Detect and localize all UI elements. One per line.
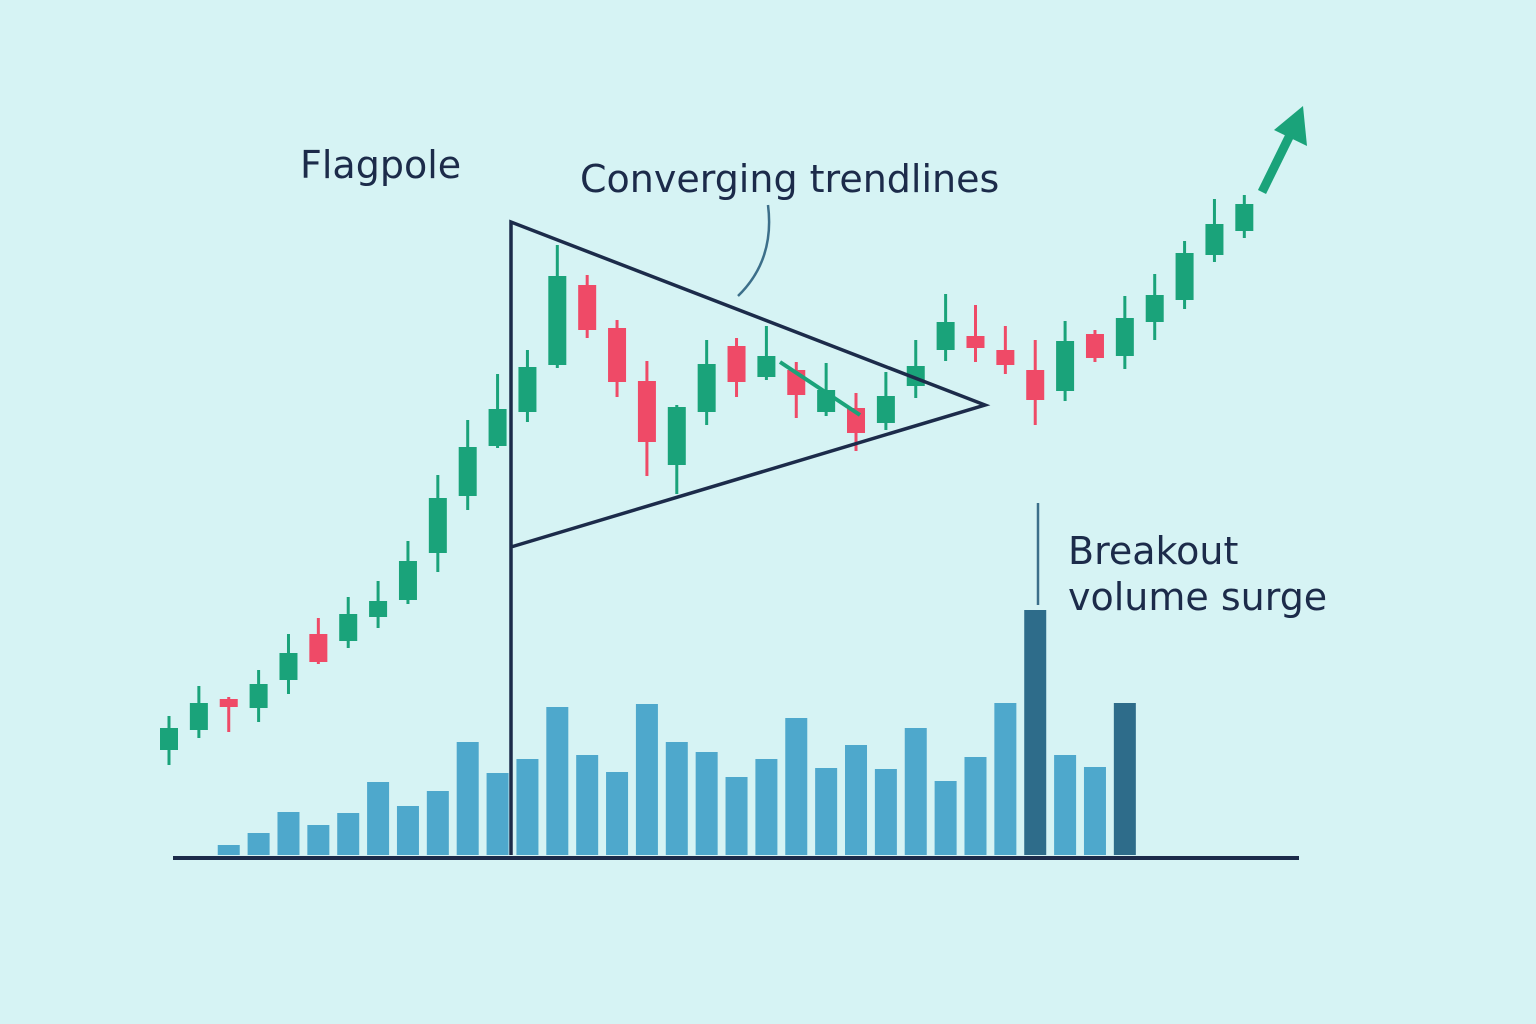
- candle-body: [518, 367, 537, 412]
- volume-bar: [217, 845, 240, 855]
- candle-body: [1115, 318, 1134, 356]
- callout-line: [737, 204, 771, 297]
- volume-bar: [755, 759, 778, 855]
- candle-body: [369, 601, 388, 617]
- candle-body: [727, 346, 746, 382]
- candle-body: [578, 285, 597, 330]
- volume-bar: [725, 777, 748, 855]
- candle-body: [249, 684, 268, 708]
- volume-bar: [396, 806, 419, 855]
- candle-body: [428, 498, 447, 553]
- candle-body: [847, 408, 866, 433]
- candle-body: [757, 356, 776, 377]
- volume-bar: [307, 825, 330, 855]
- annotation: Converging trendlines: [580, 157, 999, 201]
- candle-body: [160, 728, 178, 750]
- volume-bar: [815, 768, 838, 855]
- candle-layer: [160, 195, 1254, 765]
- volume-bar: [546, 707, 569, 855]
- volume-bar: [606, 772, 629, 855]
- candle-body: [996, 350, 1015, 365]
- candle-body: [279, 653, 298, 680]
- candle-body: [339, 614, 358, 641]
- volume-bar: [994, 703, 1017, 855]
- volume-bar: [1054, 755, 1077, 855]
- volume-bar: [785, 718, 808, 855]
- candle-body: [876, 396, 895, 423]
- volume-bar: [904, 728, 927, 855]
- volume-bar: [964, 757, 987, 855]
- volume-bar: [874, 769, 897, 855]
- annotation: Flagpole: [300, 143, 461, 187]
- volume-layer: [217, 610, 1136, 855]
- volume-bar: [934, 781, 957, 855]
- breakout-arrow: [1257, 133, 1295, 194]
- volume-bar: [337, 813, 360, 855]
- candle-body: [667, 407, 686, 465]
- candle-body: [548, 276, 567, 365]
- volume-bar: [665, 742, 688, 855]
- candle-body: [608, 328, 627, 382]
- volume-bar: [247, 833, 270, 855]
- candle-body: [189, 703, 208, 730]
- volume-bar: [1113, 703, 1136, 855]
- volume-bar: [516, 759, 539, 855]
- volume-bar: [635, 704, 658, 855]
- candle-body: [1145, 295, 1164, 322]
- candle-body: [1085, 334, 1104, 358]
- candle-body: [309, 634, 328, 662]
- candle-body: [1056, 341, 1075, 391]
- pennant: [509, 219, 991, 855]
- arrow-head: [1274, 106, 1307, 146]
- volume-bar: [845, 745, 868, 855]
- volume-bar: [426, 791, 449, 855]
- volume-bar: [456, 742, 479, 855]
- candle-body: [458, 447, 477, 496]
- candle-body: [936, 322, 955, 350]
- trend-arrow: [778, 360, 862, 417]
- candle-body: [488, 409, 507, 446]
- volume-bar: [1083, 767, 1106, 855]
- volume-bar: [695, 752, 718, 855]
- candle-body: [1026, 370, 1045, 400]
- volume-bar: [367, 782, 390, 855]
- volume-bar: [277, 812, 300, 855]
- candle-body: [1175, 253, 1194, 300]
- candle-body: [697, 364, 716, 412]
- volume-bar: [576, 755, 599, 855]
- candle-body: [1205, 224, 1224, 255]
- candle-body: [637, 381, 656, 442]
- candle-body: [398, 561, 417, 600]
- candle-body: [966, 336, 985, 348]
- volume-bar: [486, 773, 509, 855]
- volume-bar: [1024, 610, 1047, 855]
- candle-body: [1235, 204, 1254, 231]
- candle-body: [219, 699, 238, 707]
- annotation: volume surge: [1068, 575, 1327, 619]
- annotation: Breakout: [1068, 529, 1238, 573]
